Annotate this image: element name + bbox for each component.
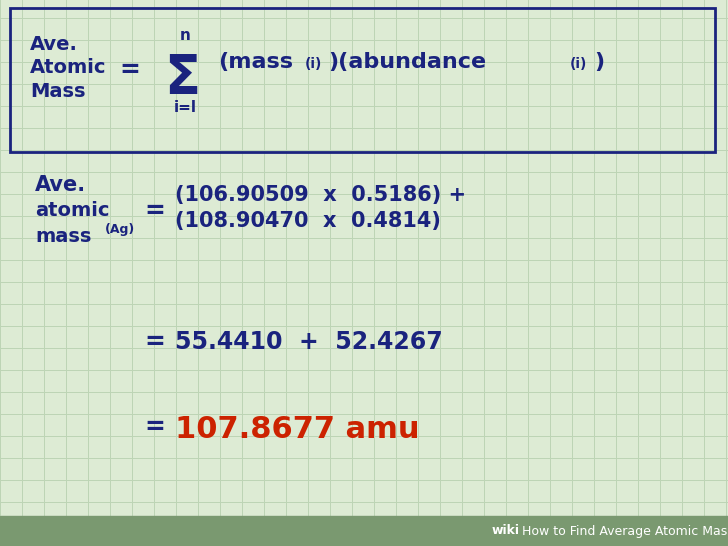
Text: ): ) [594,52,604,72]
Text: atomic: atomic [35,201,109,220]
Bar [10,8,715,152]
Text: How to Find Average Atomic Mass: How to Find Average Atomic Mass [522,525,728,537]
Text: =: = [145,199,165,223]
Text: (Ag): (Ag) [105,223,135,236]
Bar [0,516,728,546]
Text: mass: mass [35,227,92,246]
Text: i=l: i=l [173,100,197,115]
Text: wiki: wiki [492,525,520,537]
Text: 107.8677 amu: 107.8677 amu [175,415,419,444]
Text: (108.90470  x  0.4814): (108.90470 x 0.4814) [175,211,441,231]
Text: Ave.: Ave. [35,175,86,195]
Text: =: = [119,58,141,82]
Text: (i): (i) [305,57,323,71]
Text: 55.4410  +  52.4267: 55.4410 + 52.4267 [175,330,443,354]
Text: (mass: (mass [218,52,293,72]
Text: )(abundance: )(abundance [328,52,486,72]
Text: (i): (i) [570,57,587,71]
Text: Atomic: Atomic [30,58,106,77]
Text: (106.90509  x  0.5186) +: (106.90509 x 0.5186) + [175,185,466,205]
Text: =: = [145,330,165,354]
Text: n: n [180,28,191,43]
Text: Mass: Mass [30,82,85,101]
Text: Ave.: Ave. [30,35,78,54]
Text: =: = [145,415,165,439]
Text: Σ: Σ [164,52,200,104]
